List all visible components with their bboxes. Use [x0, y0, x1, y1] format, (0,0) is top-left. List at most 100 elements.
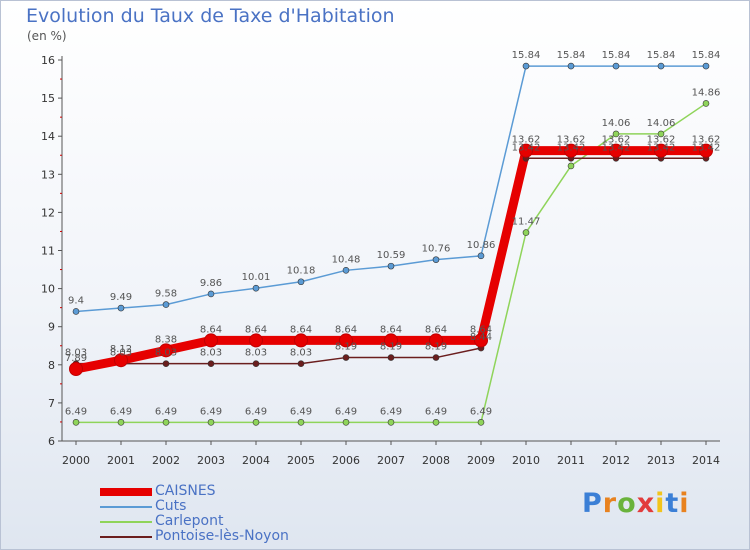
data-label: 8.03 [155, 348, 177, 359]
x-tick-label: 2006 [332, 454, 360, 467]
data-label: 14.06 [602, 118, 631, 129]
data-point [654, 143, 668, 158]
y-tick-label: 15 [41, 92, 55, 105]
data-label: 8.44 [470, 332, 492, 343]
logo-letter: t [665, 488, 680, 519]
y-tick-label: 9 [48, 321, 55, 334]
data-label: 13.42 [602, 142, 631, 153]
data-label: 6.49 [200, 406, 222, 417]
data-label: 8.03 [200, 348, 222, 359]
logo-letter: i [679, 488, 690, 519]
data-label: 8.64 [335, 324, 357, 335]
data-label: 13.62 [692, 135, 721, 146]
data-label: 8.19 [335, 342, 357, 353]
data-label: 15.84 [557, 50, 586, 61]
x-tick-label: 2012 [602, 454, 630, 467]
y-tick-label: 11 [41, 245, 55, 258]
x-tick-label: 2002 [152, 454, 180, 467]
data-point [72, 419, 80, 426]
data-label: 13.62 [647, 135, 676, 146]
data-label: 15.84 [512, 50, 541, 61]
data-label: 8.03 [245, 348, 267, 359]
data-label: 13.42 [512, 142, 541, 153]
logo-letter: o [617, 488, 637, 519]
data-label: 6.49 [425, 406, 447, 417]
data-point [342, 267, 350, 274]
data-label: 9.49 [110, 292, 132, 303]
data-label: 6.49 [335, 406, 357, 417]
data-point [252, 360, 260, 367]
data-label: 8.64 [380, 324, 402, 335]
data-point [117, 419, 125, 426]
y-tick-label: 7 [48, 397, 55, 410]
data-point [207, 290, 215, 298]
data-point [477, 252, 485, 260]
data-point [162, 360, 170, 367]
data-point [159, 343, 173, 358]
data-label: 15.84 [692, 50, 721, 61]
legend-swatch-carlepont [100, 521, 152, 523]
data-point [519, 143, 533, 158]
data-label: 8.19 [380, 342, 402, 353]
data-label: 13.62 [512, 135, 541, 146]
data-label: 6.49 [65, 406, 87, 417]
data-point [432, 419, 440, 426]
data-point [657, 62, 665, 70]
x-tick-label: 2010 [512, 454, 540, 467]
data-point [612, 62, 620, 70]
x-tick-label: 2013 [647, 454, 675, 467]
data-point [252, 284, 260, 292]
data-label: 6.49 [245, 406, 267, 417]
data-point [249, 333, 263, 348]
data-label: 8.03 [290, 348, 312, 359]
data-point [429, 333, 443, 348]
data-point [207, 360, 215, 367]
data-point [207, 419, 215, 426]
data-point [204, 333, 218, 348]
data-point [522, 229, 530, 236]
x-tick-label: 2008 [422, 454, 450, 467]
data-point [564, 143, 578, 158]
data-point [432, 256, 440, 263]
x-tick-label: 2004 [242, 454, 270, 467]
data-point [162, 301, 170, 308]
data-label: 8.64 [425, 324, 447, 335]
data-label: 9.58 [155, 289, 177, 300]
y-tick-label: 14 [41, 130, 55, 143]
data-label: 13.42 [647, 142, 676, 153]
data-label: 9.86 [200, 278, 222, 289]
data-point [252, 419, 260, 426]
data-point [522, 62, 530, 70]
x-tick-label: 2005 [287, 454, 315, 467]
data-label: 8.19 [425, 342, 447, 353]
data-point [339, 333, 353, 348]
proxiti-logo: Proxiti [582, 488, 690, 519]
data-point [609, 143, 623, 158]
data-point [387, 419, 395, 426]
data-point [477, 419, 485, 426]
data-point [657, 130, 665, 138]
data-label: 8.38 [155, 334, 177, 345]
data-label: 8.64 [290, 324, 312, 335]
data-point [387, 262, 395, 270]
data-point [699, 143, 713, 158]
legend-label-pontoise: Pontoise-lès-Noyon [155, 528, 289, 544]
x-tick-label: 2007 [377, 454, 405, 467]
logo-letter: i [655, 488, 666, 519]
data-label: 8.03 [110, 348, 132, 359]
x-tick-label: 2011 [557, 454, 585, 467]
y-tick-label: 10 [41, 283, 55, 296]
data-point [384, 333, 398, 348]
data-label: 8.64 [470, 324, 492, 335]
data-label: 14.86 [692, 87, 721, 98]
data-point [342, 354, 350, 361]
data-label: 13.42 [692, 142, 721, 153]
data-point [342, 419, 350, 426]
x-tick-label: 2003 [197, 454, 225, 467]
series-line [75, 65, 707, 313]
data-label: 13.62 [602, 135, 631, 146]
data-point [474, 333, 488, 348]
data-label: 11.47 [512, 217, 541, 228]
